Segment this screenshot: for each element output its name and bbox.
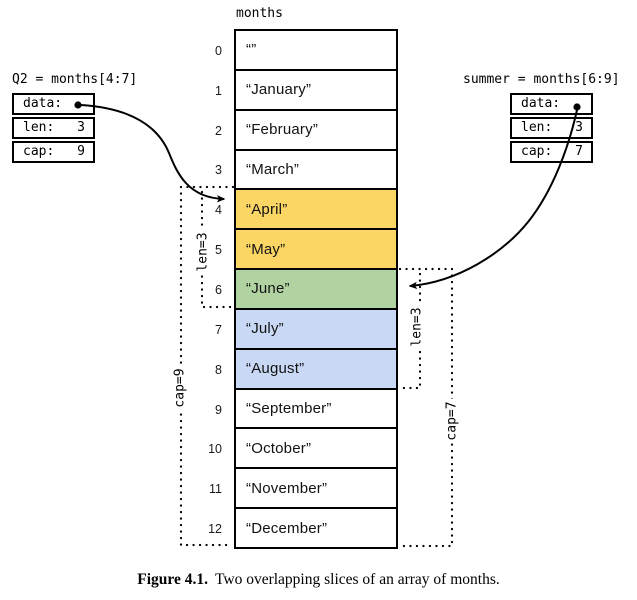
index-label-11: 11 bbox=[209, 482, 222, 497]
summer-slice-box: data: len: 3 cap: 7 bbox=[510, 93, 593, 165]
field-name: len: bbox=[23, 120, 55, 135]
summer-len-row: len: 3 bbox=[510, 117, 593, 139]
array-cell-2: “February” bbox=[236, 110, 396, 151]
array-cell-5: “May” bbox=[236, 230, 396, 271]
caption-label: Figure 4.1. bbox=[137, 571, 208, 588]
index-label-1: 1 bbox=[215, 83, 222, 98]
cell-value: “June” bbox=[246, 280, 290, 298]
caption-text: Two overlapping slices of an array of mo… bbox=[215, 571, 500, 588]
array-cell-4: “April” bbox=[236, 190, 396, 231]
cell-value: “April” bbox=[246, 200, 288, 218]
array-cell-9: “September” bbox=[236, 389, 396, 430]
months-array: “” “January” “February” “March” “April” “May”… bbox=[234, 29, 398, 549]
cell-value: “January” bbox=[246, 81, 312, 99]
q2-slice-box: data: len: 3 cap: 9 bbox=[12, 93, 95, 165]
field-value: 3 bbox=[77, 120, 85, 135]
summer-cap-row: cap: 7 bbox=[510, 141, 593, 163]
index-label-12: 12 bbox=[208, 522, 222, 537]
cell-value: “November” bbox=[246, 479, 328, 497]
q2-len-row: len: 3 bbox=[12, 117, 95, 139]
field-name: data: bbox=[521, 96, 561, 111]
summer-len-bracket-label: len=3 bbox=[409, 304, 425, 350]
array-cell-11: “November” bbox=[236, 469, 396, 510]
field-name: len: bbox=[521, 120, 553, 135]
summer-data-row: data: bbox=[510, 93, 593, 115]
array-cell-1: “January” bbox=[236, 70, 396, 111]
cell-value: “February” bbox=[246, 121, 319, 139]
cell-value: “August” bbox=[246, 360, 305, 378]
field-name: cap: bbox=[23, 144, 55, 159]
array-cell-7: “July” bbox=[236, 309, 396, 350]
cell-value: “July” bbox=[246, 320, 284, 338]
index-label-8: 8 bbox=[215, 362, 222, 377]
array-cell-6: “June” bbox=[236, 270, 396, 310]
array-cell-12: “December” bbox=[236, 509, 396, 547]
index-label-9: 9 bbox=[215, 402, 222, 417]
cell-value: “March” bbox=[246, 160, 300, 178]
field-value: 3 bbox=[575, 120, 583, 135]
array-title: months bbox=[236, 6, 283, 21]
array-cell-10: “October” bbox=[236, 429, 396, 470]
index-label-10: 10 bbox=[208, 442, 222, 457]
index-label-0: 0 bbox=[215, 43, 222, 58]
field-name: data: bbox=[23, 96, 63, 111]
index-label-4: 4 bbox=[215, 203, 222, 218]
q2-data-row: data: bbox=[12, 93, 95, 115]
q2-slice-label: Q2 = months[4:7] bbox=[12, 72, 138, 87]
cell-value: “” bbox=[246, 41, 257, 59]
figure-caption: Figure 4.1. Two overlapping slices of an … bbox=[0, 571, 637, 589]
array-cell-8: “August” bbox=[236, 349, 396, 390]
index-label-7: 7 bbox=[215, 322, 222, 337]
cell-value: “September” bbox=[246, 400, 332, 418]
index-label-2: 2 bbox=[215, 123, 222, 138]
summer-slice-label: summer = months[6:9] bbox=[463, 72, 620, 87]
index-label-3: 3 bbox=[215, 163, 222, 178]
cell-value: “December” bbox=[246, 519, 328, 537]
index-label-5: 5 bbox=[215, 243, 222, 258]
cell-value: “May” bbox=[246, 240, 286, 258]
cell-value: “October” bbox=[246, 439, 312, 457]
index-label-6: 6 bbox=[215, 282, 222, 297]
index-column: 0 1 2 3 4 5 6 7 8 9 10 11 12 bbox=[188, 31, 222, 549]
array-cell-3: “March” bbox=[236, 150, 396, 191]
field-name: cap: bbox=[521, 144, 553, 159]
field-value: 7 bbox=[575, 144, 583, 159]
array-cell-0: “” bbox=[236, 31, 396, 71]
q2-cap-bracket-label: cap=9 bbox=[172, 365, 188, 411]
field-value: 9 bbox=[77, 144, 85, 159]
summer-cap-bracket-label: cap=7 bbox=[444, 398, 460, 444]
q2-len-bracket-label: len=3 bbox=[195, 229, 211, 275]
q2-cap-row: cap: 9 bbox=[12, 141, 95, 163]
